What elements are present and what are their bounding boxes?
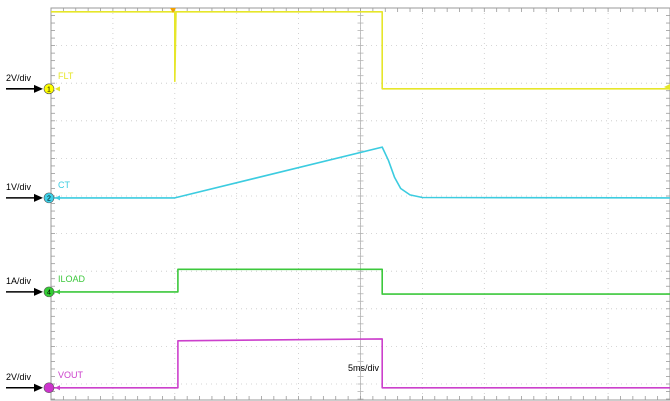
channel-scale-label: 1V/div xyxy=(6,182,32,192)
channel-number: 2 xyxy=(47,195,51,202)
ground-marker-icon xyxy=(55,385,60,391)
timebase-label: 5ms/div xyxy=(348,363,380,373)
trace-label: CT xyxy=(58,180,70,190)
channel-markers: 2V/div 1 FLT 1V/div 2 CT 1A/div 4 ILOAD 2V/div VOU… xyxy=(6,71,86,394)
waveform-traces xyxy=(51,11,670,389)
trace-vout xyxy=(51,338,670,389)
ground-marker-icon xyxy=(55,86,60,92)
offset-arrow-icon xyxy=(34,383,43,392)
offset-arrow-icon xyxy=(34,84,43,93)
graticule xyxy=(51,7,670,400)
channel-marker-icon xyxy=(43,83,55,95)
channel-scale-label: 2V/div xyxy=(6,372,32,382)
trigger-level-icon xyxy=(664,84,670,90)
channel-scale-label: 2V/div xyxy=(6,73,32,83)
ground-marker-icon xyxy=(55,289,60,295)
channel-scale-label: 1A/div xyxy=(6,276,32,286)
channel-marker-icon xyxy=(43,382,55,394)
channel-marker-icon xyxy=(43,286,55,298)
trace-ct xyxy=(51,146,670,199)
offset-arrow-icon xyxy=(34,193,43,202)
trigger-position-icon xyxy=(170,8,176,13)
trace-flt xyxy=(51,11,670,90)
channel-marker-icon xyxy=(43,192,55,204)
channel-number: 1 xyxy=(47,86,51,93)
plot-frame xyxy=(50,7,670,401)
trace-label: VOUT xyxy=(58,370,84,380)
channel-number: 4 xyxy=(47,289,51,296)
ground-marker-icon xyxy=(55,195,60,201)
trace-iload xyxy=(51,268,670,295)
offset-arrow-icon xyxy=(34,287,43,296)
trace-label: ILOAD xyxy=(58,274,86,284)
trace-label: FLT xyxy=(58,71,74,81)
